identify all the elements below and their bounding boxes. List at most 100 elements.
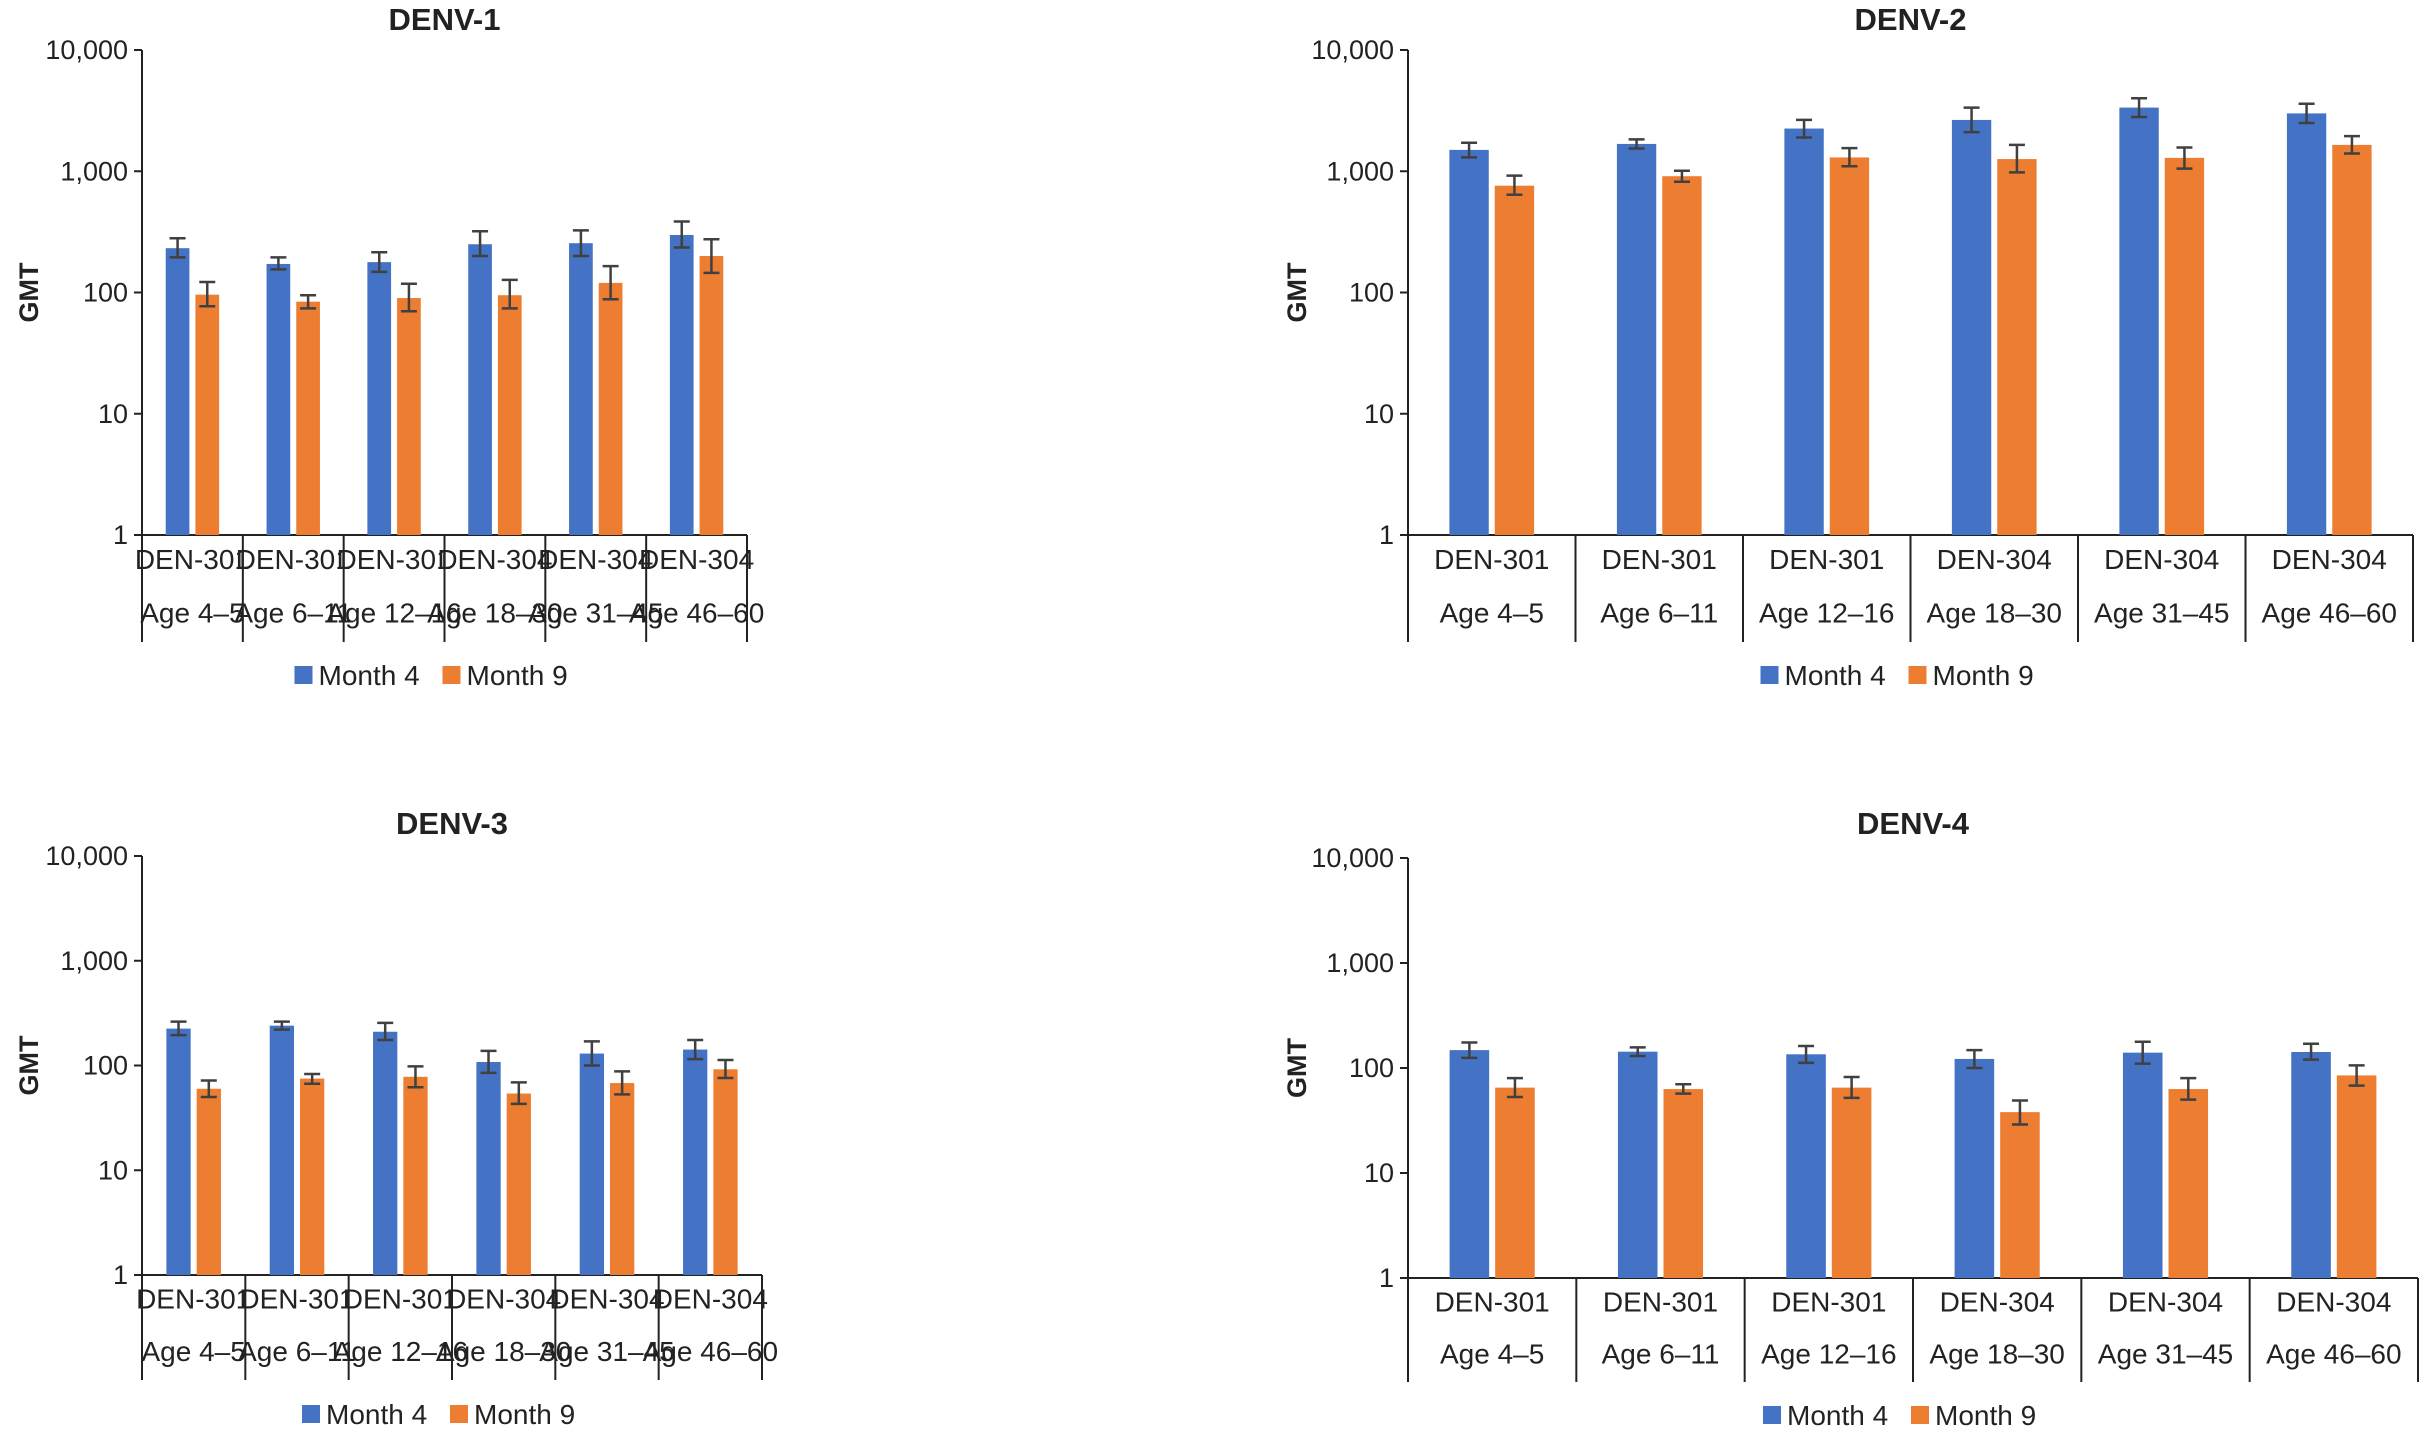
legend-swatch-month9 (442, 666, 461, 684)
legend-swatch-month4 (1760, 666, 1779, 684)
bar-month4 (2122, 1052, 2163, 1278)
bar-month9 (1662, 176, 1702, 535)
y-tick-label: 10 (98, 1155, 128, 1185)
legend-label-month4: Month 4 (1787, 1400, 1888, 1431)
category-age-label: Age 31–45 (2094, 598, 2229, 629)
bar-month9 (598, 282, 623, 535)
bar-month4 (166, 1028, 191, 1275)
category-age-label: Age 6–11 (234, 598, 352, 629)
category-age-label: Age 12–16 (1759, 598, 1894, 629)
y-tick-label: 100 (1349, 1053, 1394, 1083)
y-axis-label: GMT (1282, 1038, 1312, 1098)
category-age-label: Age 46–60 (629, 598, 764, 629)
category-study-label: DEN-304 (1937, 544, 2052, 575)
category-study-label: DEN-301 (1602, 544, 1717, 575)
bar-month4 (569, 243, 593, 535)
y-tick-label: 10 (1364, 1158, 1394, 1188)
category-age-label: Age 12–16 (1761, 1338, 1896, 1369)
bar-month9 (1997, 159, 2037, 535)
y-tick-label: 100 (83, 278, 128, 308)
bar-month4 (2286, 113, 2327, 535)
y-tick-label: 10 (98, 399, 128, 429)
y-tick-label: 1,000 (1326, 948, 1394, 978)
legend-label-month4: Month 4 (1785, 660, 1886, 691)
bar-month4 (2291, 1052, 2331, 1278)
category-study-label: DEN-304 (2108, 1286, 2223, 1317)
bar-month4 (269, 1025, 294, 1275)
bar-month9 (300, 1078, 325, 1275)
bar-month9 (1494, 185, 1535, 535)
category-study-label: DEN-301 (1603, 1286, 1718, 1317)
y-tick-label: 100 (1349, 278, 1394, 308)
category-age-label: Age 46–60 (2262, 598, 2397, 629)
category-study-label: DEN-304 (639, 544, 754, 575)
category-study-label: DEN-301 (236, 544, 351, 575)
category-study-label: DEN-301 (1434, 544, 1549, 575)
bar-month4 (468, 244, 492, 536)
bar-month9 (713, 1069, 738, 1275)
legend-swatch-month4 (294, 666, 313, 684)
chart-title: DENV-4 (1857, 806, 1970, 841)
category-study-label: DEN-304 (653, 1284, 768, 1315)
category-study-label: DEN-301 (343, 1284, 458, 1315)
y-tick-label: 10,000 (45, 841, 128, 871)
bar-month9 (610, 1083, 635, 1275)
bar-month4 (1617, 1051, 1658, 1278)
category-study-label: DEN-304 (2272, 544, 2387, 575)
chart-title: DENV-1 (389, 2, 501, 37)
legend-swatch-month4 (302, 1405, 320, 1423)
category-age-label: Age 4–5 (140, 598, 244, 629)
y-tick-label: 10,000 (1311, 843, 1394, 873)
category-study-label: DEN-304 (1940, 1286, 2055, 1317)
y-tick-label: 1,000 (1326, 156, 1394, 186)
y-tick-label: 1 (113, 1260, 128, 1290)
y-tick-label: 10 (1364, 399, 1394, 429)
bar-month4 (1951, 119, 1992, 536)
bar-month9 (2332, 144, 2372, 535)
category-age-label: Age 18–30 (436, 1336, 571, 1367)
bar-month9 (699, 256, 724, 535)
category-age-label: Age 18–30 (1927, 598, 2062, 629)
y-tick-label: 1 (113, 520, 128, 550)
legend-label-month9: Month 9 (1933, 660, 2034, 691)
legend-swatch-month9 (450, 1405, 468, 1423)
category-study-label: DEN-301 (135, 544, 250, 575)
chart-title: DENV-2 (1855, 2, 1967, 37)
bar-month4 (367, 262, 392, 535)
category-age-label: Age 12–16 (326, 598, 461, 629)
legend-swatch-month9 (1911, 1406, 1929, 1424)
category-age-label: Age 4–5 (1440, 598, 1544, 629)
bar-month9 (196, 1088, 221, 1275)
bar-month4 (373, 1031, 398, 1275)
category-age-label: Age 4–5 (1440, 1338, 1544, 1369)
legend-label-month4: Month 4 (326, 1399, 427, 1430)
y-tick-label: 1,000 (60, 156, 128, 186)
category-age-label: Age 6–11 (1602, 1338, 1720, 1369)
y-tick-label: 1 (1379, 1263, 1394, 1293)
category-age-label: Age 6–11 (238, 1336, 356, 1367)
category-age-label: Age 18–30 (1929, 1338, 2064, 1369)
bar-month4 (1449, 149, 1489, 536)
chart-panel-4: DENV-4 GMT 10,000 1,000 100 10 1 DEN-301 Age 4–5… (1282, 806, 2419, 1431)
legend-label-month9: Month 9 (474, 1399, 575, 1430)
y-tick-label: 1,000 (60, 946, 128, 976)
bar-month9 (397, 298, 421, 535)
category-study-label: DEN-301 (1435, 1286, 1550, 1317)
category-study-label: DEN-301 (136, 1284, 251, 1315)
bar-month4 (669, 235, 694, 535)
bar-month9 (2168, 1089, 2209, 1278)
bar-month4 (1784, 128, 1824, 536)
bar-month9 (2336, 1075, 2377, 1278)
category-study-label: DEN-304 (2104, 544, 2219, 575)
chart-panel-3: DENV-3 GMT 10,000 1,000 100 10 1 DEN-301 Age 4–5… (14, 806, 778, 1430)
bar-month4 (1616, 143, 1657, 535)
legend-label-month9: Month 9 (1935, 1400, 2036, 1431)
category-study-label: DEN-304 (437, 544, 552, 575)
bar-month4 (1449, 1050, 1490, 1278)
category-study-label: DEN-304 (538, 544, 653, 575)
legend-label-month4: Month 4 (319, 660, 420, 691)
bar-month9 (296, 301, 320, 535)
category-age-label: Age 6–11 (1600, 598, 1718, 629)
bar-month9 (1495, 1087, 1535, 1278)
